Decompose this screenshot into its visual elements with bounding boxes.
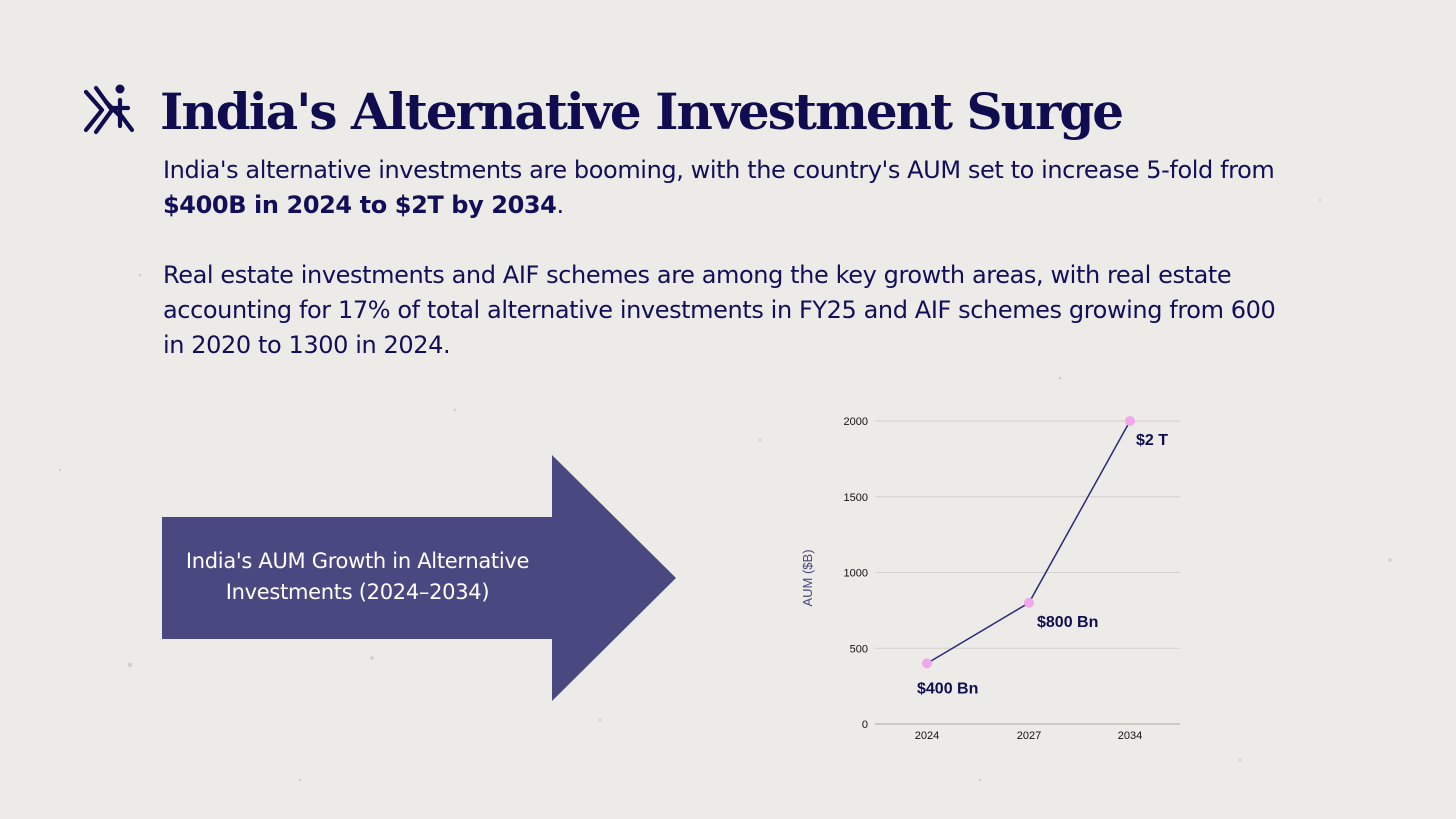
data-label: $400 Bn	[917, 680, 978, 697]
chart-gridlines	[875, 420, 1180, 725]
chart-y-ticks: 0 500 1000 1500 2000	[844, 416, 868, 731]
intro-paragraph: India's alternative investments are boom…	[163, 153, 1283, 223]
chart-series	[922, 416, 1135, 669]
growth-paragraph: Real estate investments and AIF schemes …	[163, 261, 1276, 359]
chart-data-labels: $400 Bn $800 Bn $2 T	[917, 432, 1168, 697]
data-label: $2 T	[1136, 432, 1168, 449]
intro-highlight: $400B in 2024 to $2T by 2034	[163, 191, 557, 219]
y-tick-label: 1500	[844, 492, 868, 504]
x-tick-label: 2024	[915, 730, 939, 742]
y-tick-label: 2000	[844, 416, 868, 428]
intro-text-before: India's alternative investments are boom…	[163, 156, 1275, 184]
page-title: India's Alternative Investment Surge	[160, 82, 1124, 141]
arrow-shape	[162, 455, 676, 701]
data-point	[922, 658, 932, 669]
data-point	[1024, 597, 1034, 608]
data-label: $800 Bn	[1037, 614, 1098, 631]
arrow-label: India's AUM Growth in Alternative Invest…	[185, 549, 530, 604]
x-tick-label: 2027	[1017, 730, 1041, 742]
y-tick-label: 500	[850, 643, 868, 655]
aum-line-chart: 0 500 1000 1500 2000 2024 2027 2034 AUM ($B) $…	[800, 416, 1180, 742]
y-tick-label: 0	[862, 719, 868, 731]
series-line	[926, 420, 1131, 665]
x-tick-label: 2034	[1118, 730, 1142, 742]
y-tick-label: 1000	[844, 568, 868, 580]
y-axis-label: AUM ($B)	[800, 549, 815, 606]
data-point	[1125, 416, 1135, 426]
brand-logo-icon	[83, 84, 135, 135]
intro-text-after: .	[556, 191, 564, 219]
chart-x-ticks: 2024 2027 2034	[915, 730, 1142, 742]
